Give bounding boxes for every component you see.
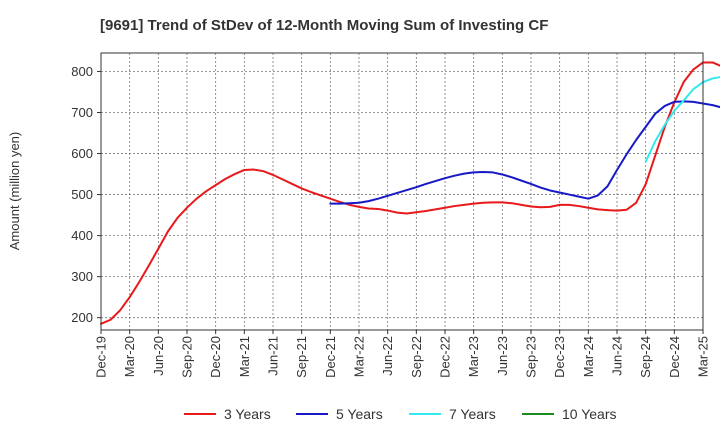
plot-frame xyxy=(100,52,704,331)
chart-title: [9691] Trend of StDev of 12-Month Moving… xyxy=(100,17,548,34)
x-tick-label: Jun-24 xyxy=(610,336,625,376)
series-lines xyxy=(100,61,720,325)
x-tick-label: Jun-22 xyxy=(380,336,395,376)
x-tick-label: Mar-22 xyxy=(352,336,367,377)
y-tick-label: 800 xyxy=(71,64,93,79)
x-tick-label: Sep-24 xyxy=(638,336,653,378)
legend-label: 3 Years xyxy=(224,406,271,422)
legend-label: 5 Years xyxy=(336,406,383,422)
axes: 200 300 400 500 600 700 800 Dec-19 Mar-20 Jun-20 S… xyxy=(71,52,711,378)
y-tick-label: 200 xyxy=(71,310,93,325)
legend-label: 7 Years xyxy=(449,406,496,422)
y-tick-label: 400 xyxy=(71,228,93,243)
y-tick-label: 500 xyxy=(71,187,93,202)
x-tick-label: Dec-19 xyxy=(94,336,109,378)
legend: 3 Years 5 Years 7 Years 10 Years xyxy=(184,406,617,422)
x-tick-label: Sep-21 xyxy=(294,336,309,378)
x-tick-label: Jun-21 xyxy=(266,336,281,376)
x-tick-label: Mar-23 xyxy=(466,336,481,377)
x-tick-label: Dec-23 xyxy=(552,336,567,378)
series-line xyxy=(329,100,720,205)
y-tick-label: 700 xyxy=(71,105,93,120)
x-tick-label: Mar-21 xyxy=(237,336,252,377)
x-tick-label: Dec-20 xyxy=(208,336,223,378)
x-tick-label: Sep-22 xyxy=(409,336,424,378)
y-tick-label: 600 xyxy=(71,146,93,161)
series-line xyxy=(644,76,720,163)
x-tick-label: Mar-24 xyxy=(581,336,596,377)
x-tick-label: Jun-23 xyxy=(495,336,510,376)
legend-label: 10 Years xyxy=(562,406,617,422)
y-axis-label: Amount (million yen) xyxy=(7,132,22,251)
y-tick-label: 300 xyxy=(71,269,93,284)
x-tick-label: Dec-24 xyxy=(667,336,682,378)
x-tick-label: Mar-20 xyxy=(122,336,137,377)
x-tick-label: Dec-22 xyxy=(438,336,453,378)
x-tick-label: Sep-20 xyxy=(180,336,195,378)
x-tick-label: Jun-20 xyxy=(151,336,166,376)
x-tick-label: Mar-25 xyxy=(696,336,711,377)
x-tick-label: Sep-23 xyxy=(524,336,539,378)
x-tick-label: Dec-21 xyxy=(323,336,338,378)
